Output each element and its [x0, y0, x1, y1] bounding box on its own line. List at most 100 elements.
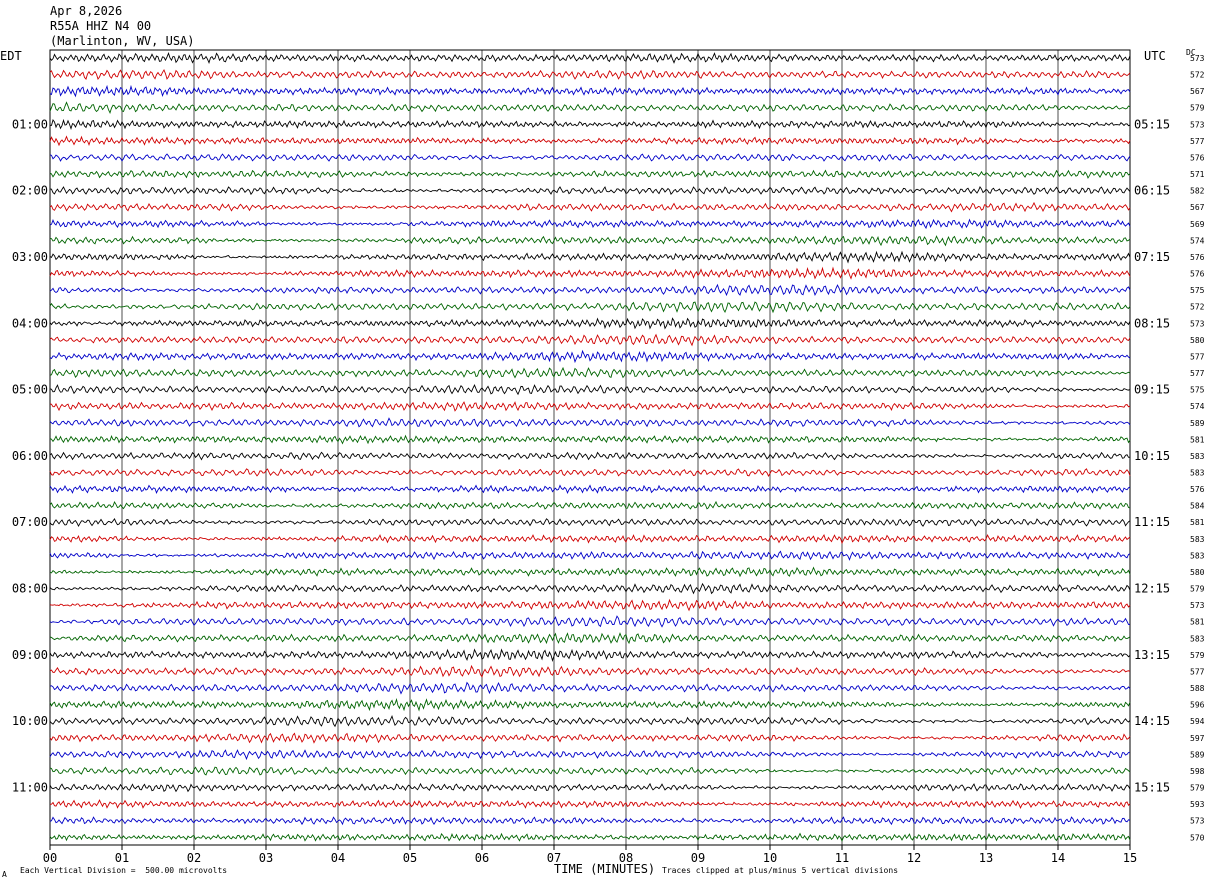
trace-line: [49, 484, 1131, 494]
dc-offset-label: 581: [1190, 618, 1205, 627]
header-station: R55A HHZ N4 00: [50, 19, 152, 33]
dc-offset-label: 583: [1190, 452, 1205, 461]
dc-offset-label: 577: [1190, 369, 1205, 378]
x-tick-label: 14: [1051, 851, 1065, 865]
trace-line: [49, 333, 1131, 347]
dc-offset-label: 577: [1190, 137, 1205, 146]
trace-line: [49, 185, 1131, 196]
grid-lines: [49, 49, 1131, 850]
trace-line: [49, 52, 1131, 64]
trace-line: [49, 266, 1131, 280]
trace-line: [49, 384, 1131, 396]
right-hour-label: 10:15: [1134, 449, 1170, 463]
dc-offset-label: 584: [1190, 502, 1205, 511]
dc-offset-label: 573: [1190, 120, 1205, 129]
dc-offset-label: 571: [1190, 170, 1205, 179]
right-hour-label: 09:15: [1134, 383, 1170, 397]
right-hour-label: 15:15: [1134, 781, 1170, 795]
trace-line: [49, 366, 1131, 379]
dc-offset-label: 576: [1190, 153, 1205, 162]
trace-line: [49, 417, 1131, 428]
trace-line: [49, 250, 1131, 264]
trace-line: [49, 135, 1131, 147]
left-hour-label: 02:00: [12, 184, 48, 198]
dc-offset-label: 579: [1190, 784, 1205, 793]
trace-line: [49, 101, 1131, 115]
dc-offset-label: 573: [1190, 817, 1205, 826]
trace-line: [49, 615, 1131, 628]
dc-offset-label: 597: [1190, 734, 1205, 743]
trace-line: [49, 799, 1131, 809]
trace-lines: [49, 52, 1131, 842]
x-tick-label: 13: [979, 851, 993, 865]
dc-offset-label: 573: [1190, 601, 1205, 610]
dc-offset-label: 570: [1190, 833, 1205, 842]
dc-offset-label: 596: [1190, 701, 1205, 710]
trace-line: [49, 582, 1131, 595]
dc-offset-label: 577: [1190, 667, 1205, 676]
right-hour-label: 07:15: [1134, 250, 1170, 264]
right-hour-label: 12:15: [1134, 582, 1170, 596]
trace-line: [49, 169, 1131, 179]
x-tick-label: 05: [403, 851, 417, 865]
header-location: (Marlinton, WV, USA): [50, 34, 195, 48]
x-axis-title: TIME (MINUTES): [554, 862, 656, 876]
dc-offset-label: 579: [1190, 651, 1205, 660]
trace-line: [49, 832, 1131, 842]
dc-offset-label: 574: [1190, 236, 1205, 245]
dc-offset-label: 598: [1190, 767, 1205, 776]
x-tick-label: 07: [547, 851, 561, 865]
dc-offset-label: 567: [1190, 87, 1205, 96]
dc-offset-label: 581: [1190, 518, 1205, 527]
dc-offset-label: 579: [1190, 104, 1205, 113]
x-tick-label: 06: [475, 851, 489, 865]
dc-offset-label: 576: [1190, 270, 1205, 279]
trace-line: [49, 632, 1131, 645]
x-tick-label: 02: [187, 851, 201, 865]
dc-offset-label: 569: [1190, 220, 1205, 229]
trace-line: [49, 218, 1131, 230]
dc-offset-label: 589: [1190, 419, 1205, 428]
dc-offset-label: 575: [1190, 386, 1205, 395]
trace-line: [49, 681, 1131, 695]
dc-offset-label: 580: [1190, 336, 1205, 345]
trace-line: [49, 317, 1131, 330]
left-hour-label: 07:00: [12, 515, 48, 529]
dc-offset-label: 589: [1190, 750, 1205, 759]
dc-offset-label: 582: [1190, 187, 1205, 196]
trace-line: [49, 283, 1131, 297]
trace-line: [49, 598, 1131, 612]
trace-line: [49, 816, 1131, 826]
dc-offset-label: 579: [1190, 585, 1205, 594]
trace-line: [49, 434, 1131, 445]
footer-clip-note: Traces clipped at plus/minus 5 vertical …: [662, 866, 899, 875]
left-hour-label: 04:00: [12, 316, 48, 330]
dc-offset-label: 581: [1190, 435, 1205, 444]
x-tick-label: 01: [115, 851, 129, 865]
dc-offset-label: 572: [1190, 303, 1205, 312]
x-tick-label: 10: [763, 851, 777, 865]
trace-line: [49, 648, 1131, 662]
timezone-left-label: EDT: [0, 49, 22, 63]
trace-line: [49, 550, 1131, 561]
dc-offset-label: 576: [1190, 485, 1205, 494]
trace-line: [49, 68, 1131, 80]
footer-mark: A: [2, 870, 7, 879]
trace-line: [49, 84, 1131, 98]
dc-offset-label: 594: [1190, 717, 1205, 726]
right-hour-label: 13:15: [1134, 648, 1170, 662]
header-date: Apr 8,2026: [50, 4, 123, 18]
trace-line: [49, 468, 1131, 477]
plot-frame: [49, 49, 1131, 846]
x-tick-label: 08: [619, 851, 633, 865]
left-hour-label: 11:00: [12, 781, 48, 795]
axis-labels: 00 01 02 03 04 05 06 07 08 09 10 11 12 13 14 15 573 572 56…: [12, 54, 1205, 865]
trace-line: [49, 451, 1131, 461]
x-tick-label: 15: [1123, 851, 1137, 865]
trace-line: [49, 235, 1131, 247]
x-tick-label: 00: [43, 851, 57, 865]
dc-offset-header: DC: [1186, 48, 1196, 57]
dc-offset-label: 577: [1190, 352, 1205, 361]
dc-offset-label: 588: [1190, 684, 1205, 693]
dc-offset-label: 576: [1190, 253, 1205, 262]
